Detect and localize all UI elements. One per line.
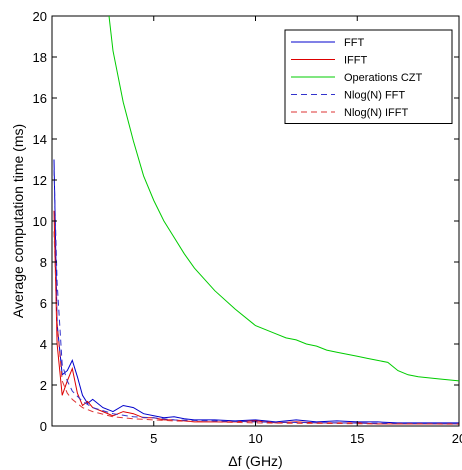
series-line-3 [53,169,459,425]
legend-label: Nlog(N) IFFT [344,107,408,119]
y-tick-label: 12 [33,173,47,188]
legend-label: Operations CZT [344,72,423,84]
x-axis-label: Δf (GHz) [228,453,282,469]
y-tick-label: 20 [33,9,47,24]
legend-label: FFT [344,37,364,49]
series-line-4 [53,231,459,425]
x-tick-label: 5 [150,431,157,446]
y-tick-label: 14 [33,132,47,147]
y-tick-label: 4 [40,337,47,352]
y-tick-label: 8 [40,255,47,270]
x-tick-label: 15 [350,431,364,446]
x-tick-label: 10 [248,431,262,446]
y-axis-label: Average computation time (ms) [10,124,26,318]
y-tick-label: 6 [40,296,47,311]
y-tick-label: 10 [33,214,47,229]
y-tick-label: 2 [40,378,47,393]
y-tick-label: 16 [33,91,47,106]
y-tick-label: 0 [40,419,47,434]
x-tick-label: 20 [452,431,462,446]
y-tick-label: 18 [33,50,47,65]
series-line-2 [108,16,459,382]
legend-label: Nlog(N) FFT [344,90,405,102]
series-line-0 [53,159,459,424]
legend-label: IFFT [344,55,367,67]
